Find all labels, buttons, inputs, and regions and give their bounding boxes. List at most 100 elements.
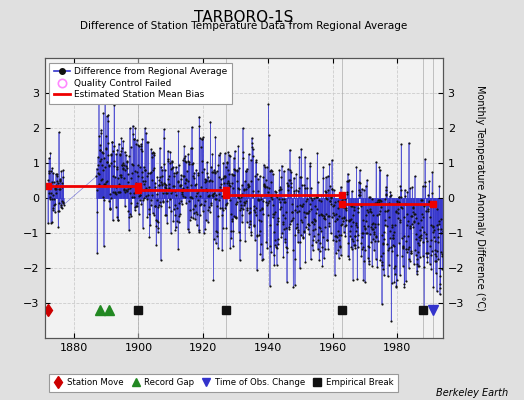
Point: [433, 248, 441, 254]
Point: [395, 194, 403, 201]
Point: [428, 190, 436, 196]
Point: [179, 173, 188, 179]
Point: [258, 206, 267, 212]
Point: [220, 191, 228, 197]
Point: [103, 159, 111, 166]
Point: [335, 213, 343, 220]
Point: [367, 224, 375, 230]
Point: [50, 196, 58, 202]
Point: [126, 144, 135, 150]
Point: [96, 177, 105, 183]
Point: [43, 183, 52, 189]
Point: [92, 165, 101, 172]
Point: [424, 199, 433, 205]
Point: [419, 214, 428, 220]
Point: [103, 113, 111, 119]
Point: [132, 125, 140, 132]
Point: [390, 243, 398, 249]
Point: [373, 200, 381, 206]
Point: [225, 171, 233, 178]
Point: [373, 212, 381, 218]
Point: [155, 177, 163, 183]
Point: [271, 192, 280, 198]
Point: [426, 243, 434, 250]
Point: [287, 184, 295, 190]
Point: [313, 194, 321, 200]
Point: [306, 160, 314, 166]
Point: [410, 173, 419, 179]
Point: [369, 236, 377, 243]
Point: [170, 183, 178, 190]
Point: [129, 190, 138, 196]
Point: [359, 186, 368, 193]
Point: [425, 203, 434, 209]
Point: [320, 215, 329, 222]
Point: [302, 198, 310, 204]
Point: [116, 172, 125, 178]
Point: [151, 179, 159, 186]
Point: [228, 216, 236, 223]
Point: [368, 262, 376, 269]
Point: [328, 186, 336, 192]
Point: [49, 192, 57, 198]
Point: [285, 176, 293, 183]
Point: [160, 126, 168, 132]
Point: [183, 187, 191, 193]
Point: [180, 154, 188, 161]
Point: [266, 193, 275, 200]
Point: [58, 184, 66, 190]
Point: [298, 218, 307, 225]
Point: [231, 214, 239, 220]
Point: [104, 118, 113, 124]
Point: [347, 215, 355, 222]
Point: [224, 182, 233, 188]
Point: [162, 190, 171, 196]
Point: [378, 262, 387, 268]
Point: [326, 198, 334, 204]
Point: [319, 215, 328, 221]
Point: [101, 146, 110, 152]
Point: [214, 213, 222, 219]
Point: [296, 265, 304, 271]
Point: [364, 261, 373, 267]
Point: [231, 166, 239, 173]
Point: [372, 256, 380, 262]
Point: [107, 183, 116, 190]
Point: [291, 256, 299, 263]
Point: [330, 187, 338, 193]
Point: [162, 212, 170, 218]
Point: [191, 203, 199, 209]
Point: [342, 204, 350, 211]
Point: [423, 238, 431, 245]
Point: [411, 252, 420, 258]
Point: [312, 205, 321, 212]
Point: [158, 173, 166, 180]
Point: [46, 194, 54, 200]
Point: [150, 150, 158, 156]
Point: [50, 202, 59, 208]
Point: [54, 208, 62, 214]
Point: [136, 192, 145, 199]
Point: [207, 164, 215, 170]
Point: [157, 178, 166, 185]
Point: [205, 192, 214, 199]
Point: [290, 282, 299, 288]
Point: [384, 247, 392, 254]
Point: [265, 132, 273, 138]
Point: [297, 146, 305, 152]
Point: [223, 159, 232, 166]
Point: [177, 172, 185, 178]
Y-axis label: Monthly Temperature Anomaly Difference (°C): Monthly Temperature Anomaly Difference (…: [475, 85, 485, 311]
Point: [225, 180, 233, 186]
Point: [51, 201, 60, 208]
Point: [237, 219, 246, 225]
Point: [374, 199, 383, 205]
Point: [134, 173, 143, 179]
Point: [385, 200, 394, 206]
Point: [166, 230, 174, 236]
Point: [206, 177, 214, 183]
Point: [423, 254, 431, 261]
Point: [117, 148, 125, 154]
Point: [215, 184, 224, 190]
Point: [112, 204, 120, 210]
